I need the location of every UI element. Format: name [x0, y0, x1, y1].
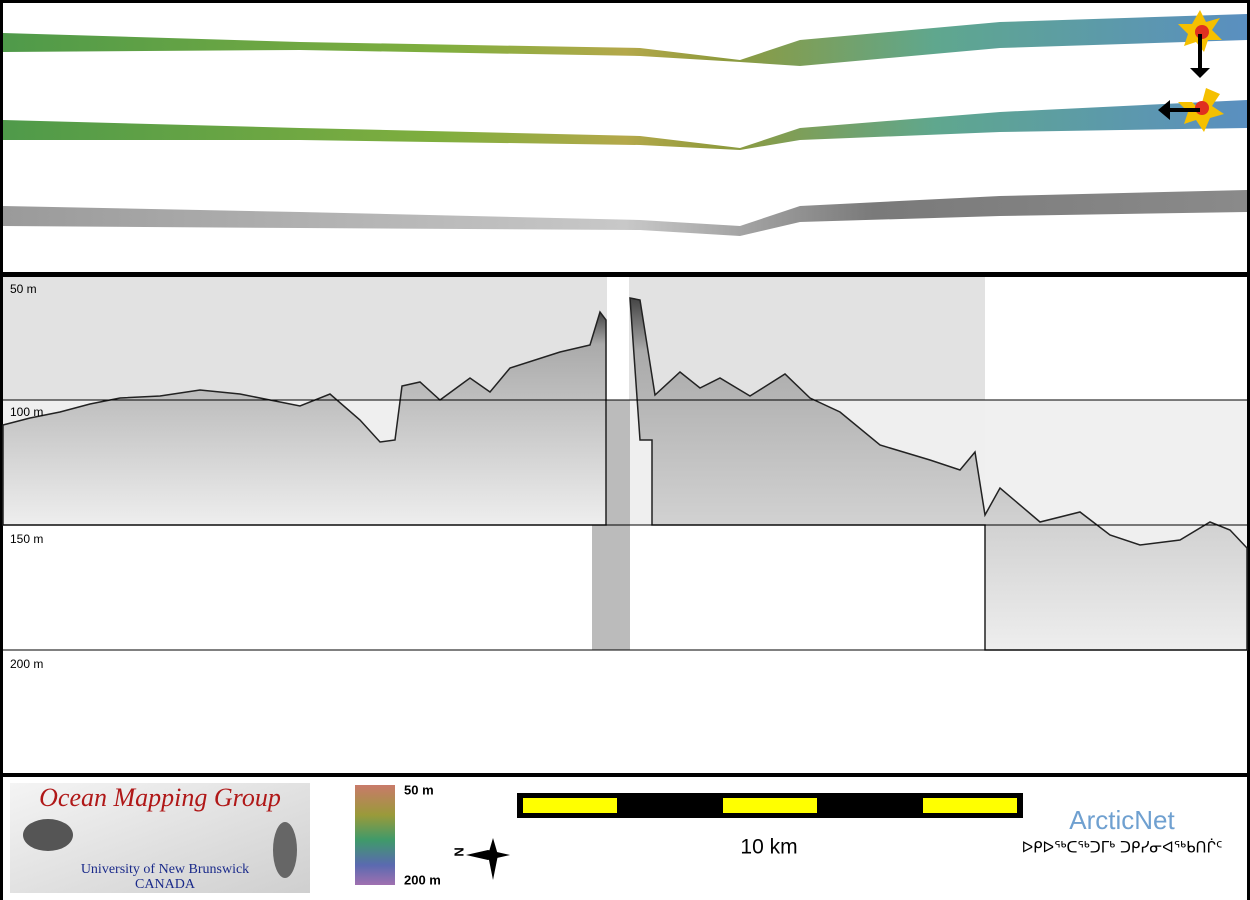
scale-bar-label: 10 km — [740, 836, 797, 859]
start-marker — [1158, 10, 1224, 132]
partner-name-inuktitut: ᐅᑭᐅᖅᑕᖅᑐᒥᒃ ᑐᑭᓯᓂᐊᖅᑲᑎᒌᑦ — [1022, 839, 1223, 857]
water-column — [985, 400, 1247, 525]
compass: N — [452, 838, 510, 880]
seafloor-profile — [2, 310, 607, 526]
depth-label: 100 m — [10, 405, 43, 419]
depth-label: 50 m — [10, 282, 37, 296]
logo-country: CANADA — [135, 877, 196, 892]
logo-subtitle: University of New Brunswick — [81, 862, 249, 877]
data-gap — [607, 277, 629, 400]
bathymetry-swath — [3, 100, 1247, 150]
backscatter-swath — [3, 190, 1247, 236]
water-column — [3, 277, 985, 400]
depth-label: 200 m — [10, 657, 43, 671]
compass-label: N — [452, 847, 467, 856]
bathymetry-swath — [3, 14, 1247, 66]
depth-grid — [3, 399, 1247, 651]
color-scale — [355, 785, 395, 885]
logo-graphic — [23, 819, 73, 851]
partner-name: ArcticNet — [1069, 805, 1175, 835]
color-scale-top: 50 m — [404, 782, 434, 797]
logo-title: Ocean Mapping Group — [39, 783, 281, 812]
scale-bar — [517, 793, 1023, 818]
depth-label: 150 m — [10, 532, 43, 546]
logo-graphic — [273, 822, 297, 878]
color-scale-bottom: 200 m — [404, 872, 441, 887]
